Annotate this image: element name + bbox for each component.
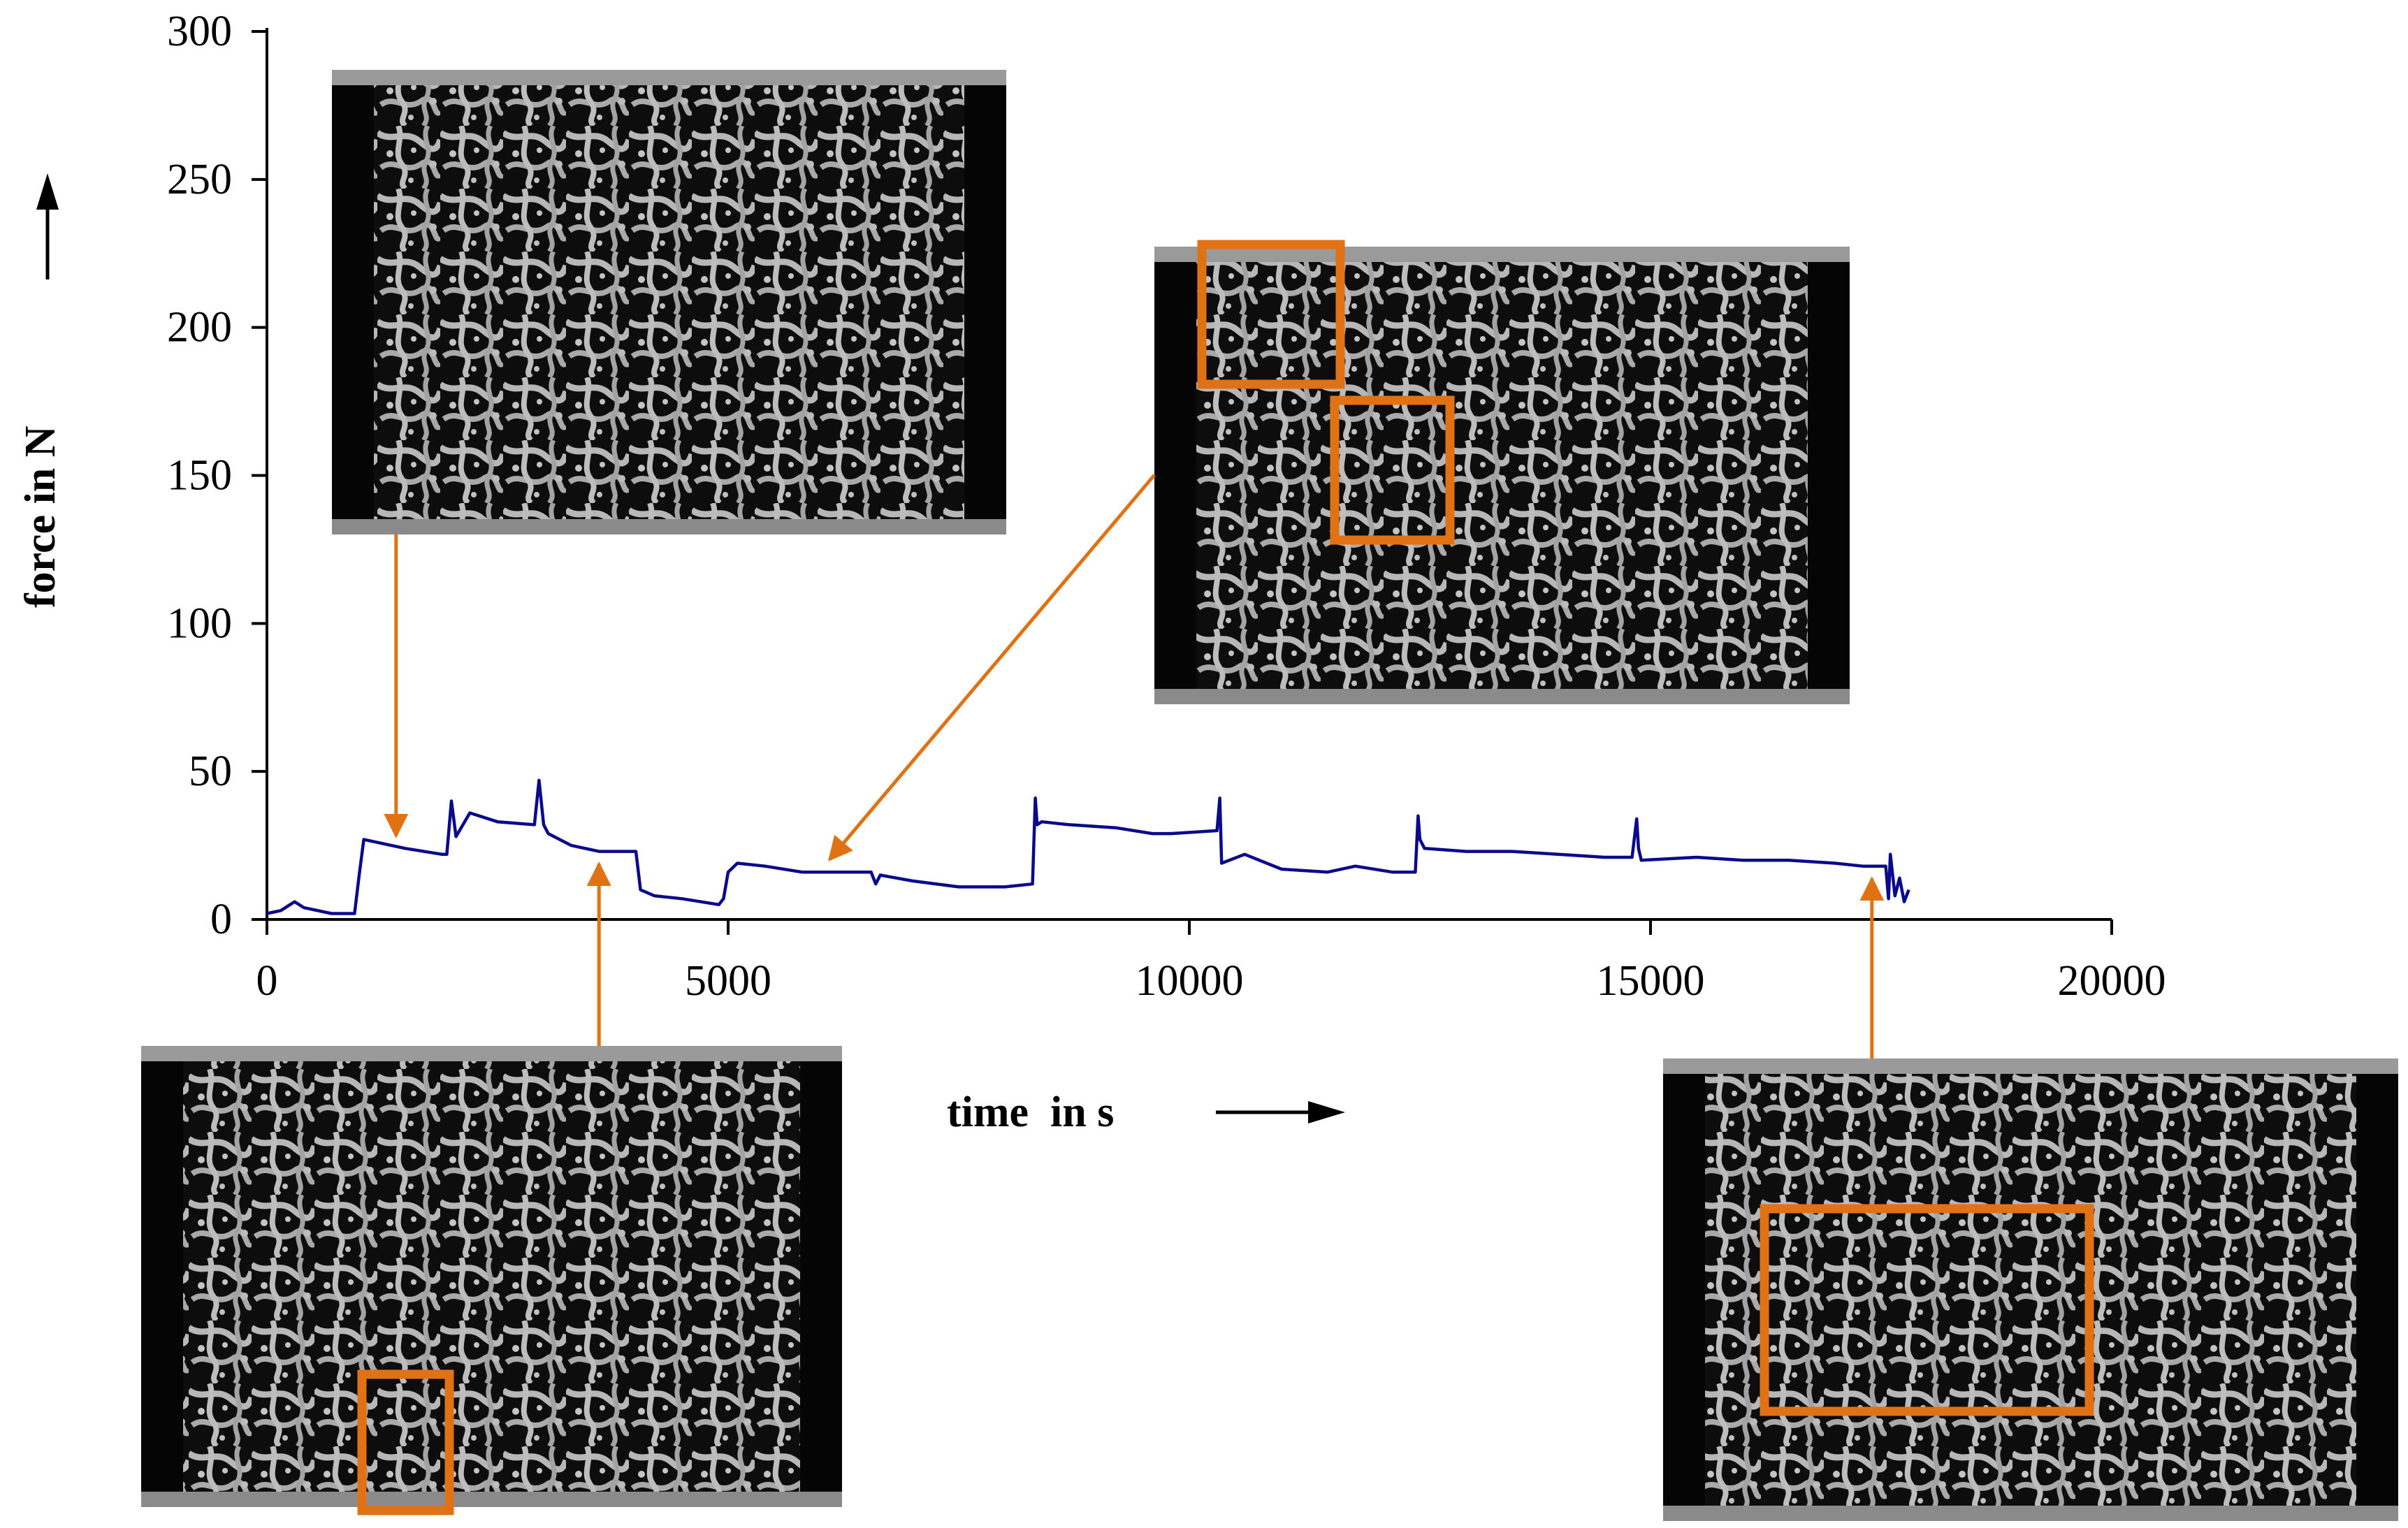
y-tick-label: 200 [167,304,232,351]
y-tick-label: 0 [210,896,232,943]
x-tick-label: 20000 [2058,957,2166,1005]
bottom-plate [1154,689,1850,704]
foam-structure [1705,1074,2356,1506]
highlight-box [357,1369,454,1515]
top-plate [1663,1058,2398,1074]
y-tick-label: 150 [167,452,232,500]
highlight-box [1197,240,1345,389]
y-tick-label: 250 [167,156,232,203]
x-tick-label: 15000 [1597,957,1705,1005]
series-line-0 [266,778,1910,915]
y-tick-label: 300 [167,8,232,55]
ct-section-2 [141,1046,842,1515]
x-axis-arrow-head [1308,1101,1345,1123]
bottom-plate [141,1492,842,1507]
y-tick-label: 50 [189,748,232,795]
x-tick-label: 10000 [1136,957,1244,1005]
foam-structure [374,85,964,519]
foam-structure [183,1061,800,1492]
ct-section-3 [1154,240,1850,704]
foam-structure [1196,262,1808,689]
x-axis-title: time in s [947,1089,1114,1136]
top-plate [141,1046,842,1061]
y-tick-label: 100 [167,599,232,647]
y-axis-title: force in N [17,425,64,608]
bottom-plate [332,519,1006,534]
top-plate [332,70,1006,85]
annotation-arrow [827,474,1156,861]
bottom-plate [1663,1506,2398,1521]
ct-section-4 [1663,1058,2398,1521]
top-plate [1154,247,1850,262]
x-tick-label: 0 [256,957,278,1005]
ct-section-1 [332,70,1006,534]
highlight-box [1760,1204,2094,1416]
x-tick-label: 5000 [685,957,771,1005]
y-axis-arrow-head [36,173,59,210]
highlight-box [1330,395,1455,545]
